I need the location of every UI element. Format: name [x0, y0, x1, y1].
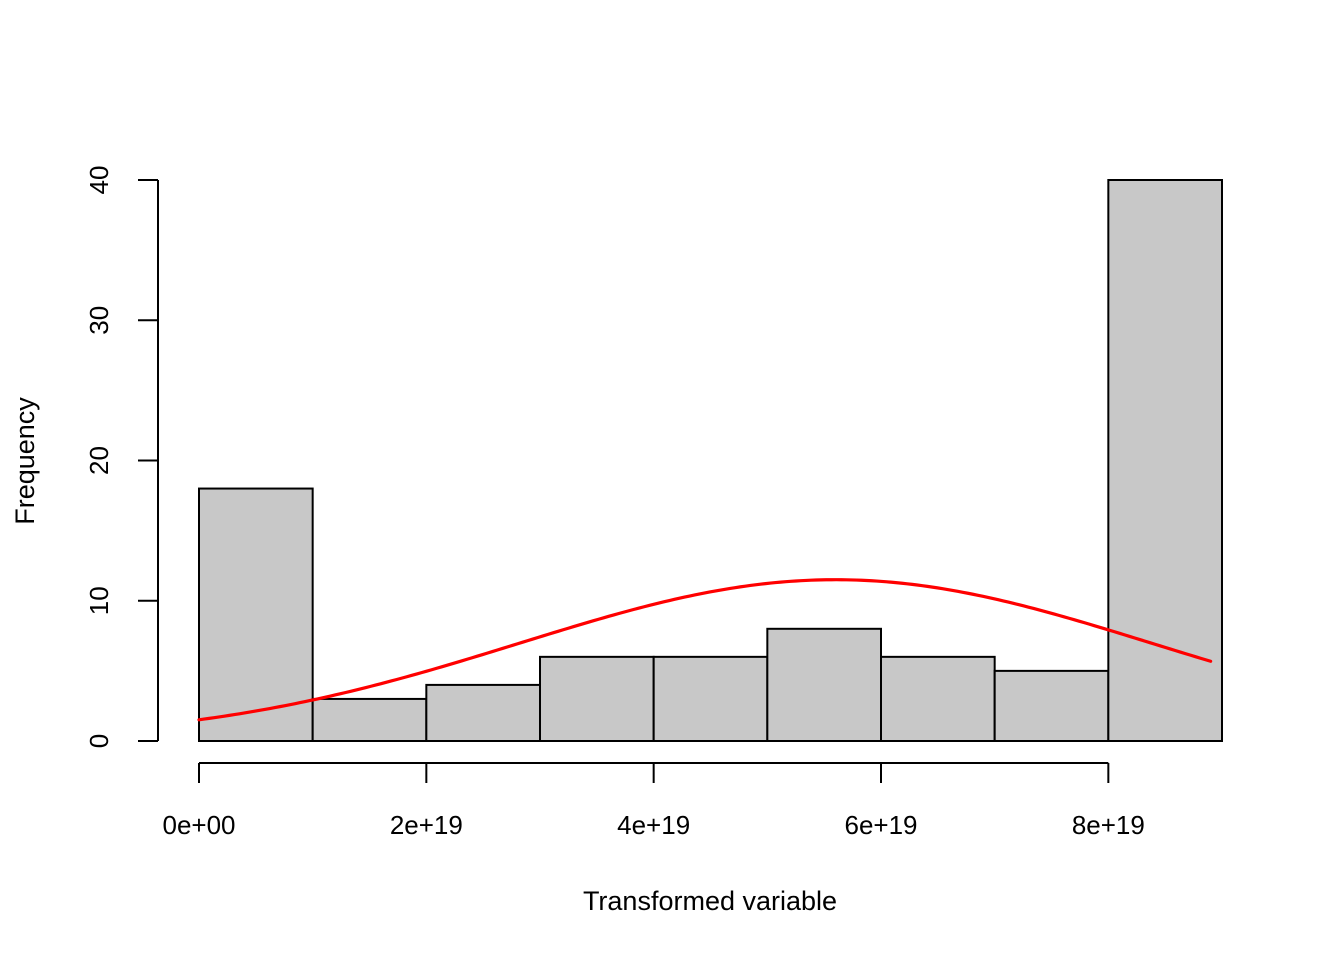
histogram-bar-7	[880, 655, 996, 742]
histogram-bar-1	[198, 487, 314, 742]
x-tick-label: 8e+19	[1072, 810, 1145, 840]
x-axis-label: Transformed variable	[583, 886, 837, 916]
y-tick-label: 40	[84, 166, 114, 195]
x-tick-label: 2e+19	[390, 810, 463, 840]
histogram-bar-6	[766, 627, 882, 742]
histogram-bars	[198, 179, 1224, 743]
histogram-bar-9	[1107, 179, 1224, 742]
histogram-bar-2	[311, 697, 428, 742]
y-tick-label: 30	[84, 306, 114, 335]
y-axis: 0 10 20 30 40	[84, 166, 159, 748]
y-tick-label: 10	[84, 586, 114, 615]
x-tick-label: 6e+19	[844, 810, 917, 840]
histogram-bar-5	[652, 655, 769, 742]
histogram-bar-3	[425, 683, 542, 743]
y-tick-label: 20	[84, 446, 114, 475]
y-axis-label: Frequency	[10, 397, 40, 525]
x-tick-label: 4e+19	[617, 810, 690, 840]
density-curve	[197, 578, 1213, 722]
histogram-bar-8	[993, 669, 1110, 742]
y-tick-label: 0	[84, 734, 114, 748]
histogram-bar-4	[539, 655, 655, 742]
x-tick-label: 0e+00	[162, 810, 235, 840]
x-axis: 0e+00 2e+19 4e+19 6e+19 8e+19	[162, 762, 1145, 840]
